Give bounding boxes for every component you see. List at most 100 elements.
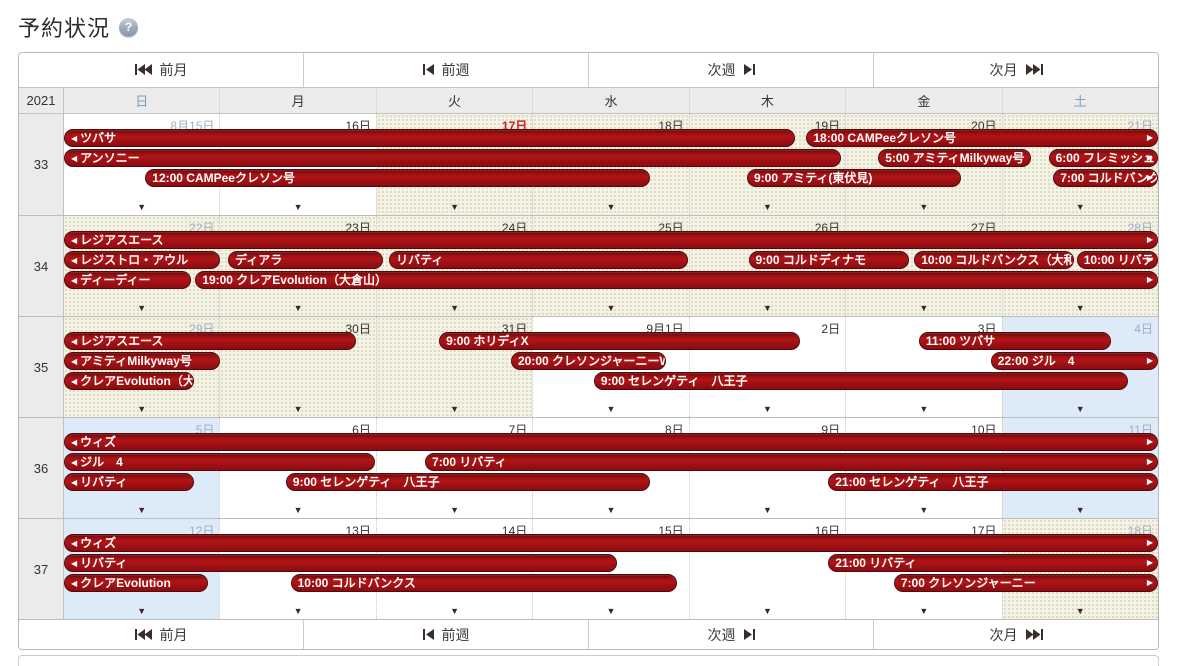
continues-right-icon: ▶ (1146, 538, 1153, 547)
reservation-bar[interactable]: 7:00 コルドバンク ▶ (1053, 169, 1158, 187)
continues-left-icon: ◀ (71, 579, 78, 588)
reservation-bar[interactable]: ◀ レジアスエース ▶ (64, 231, 1158, 249)
skip-fwd-month-icon (1025, 62, 1043, 78)
continues-right-icon: ▶ (1146, 578, 1153, 587)
reservation-bar[interactable]: リバティ (389, 251, 688, 269)
more-items-marker[interactable]: ▼ (450, 505, 460, 515)
reservation-bar[interactable]: ◀ ウィズ ▶ (64, 534, 1158, 552)
help-icon[interactable]: ? (119, 17, 139, 37)
reservation-bar[interactable]: ◀ ジル 4 (64, 453, 375, 471)
more-items-marker[interactable]: ▼ (762, 505, 772, 515)
reservation-bar[interactable]: 11:00 ツバサ (918, 332, 1112, 350)
reservation-bar[interactable]: ◀ レジアスエース (64, 332, 357, 350)
reservation-bar[interactable]: 9:00 アミティ(東伏見) (746, 169, 962, 187)
more-items-marker[interactable]: ▼ (919, 202, 929, 212)
reservation-bar[interactable]: ◀ リバティ (64, 554, 618, 572)
reservation-bar[interactable]: ◀ アミティMilkyway号 (64, 352, 221, 370)
more-items-marker[interactable]: ▼ (293, 505, 303, 515)
reservation-bar[interactable]: ◀ ウィズ ▶ (64, 433, 1158, 451)
reservation-bar-label: 18:00 CAMPeeクレソン号 (813, 131, 957, 145)
more-items-marker[interactable]: ▼ (919, 505, 929, 515)
reservation-bar-label: ウィズ (80, 435, 117, 449)
more-items-marker[interactable]: ▼ (1075, 404, 1085, 414)
reservation-bar[interactable]: 18:00 CAMPeeクレソン号 ▶ (806, 129, 1158, 147)
more-items-marker[interactable]: ▼ (450, 303, 460, 313)
reservation-bar[interactable]: 5:00 アミティMilkyway号 (878, 149, 1032, 167)
next-month-button[interactable]: 次月 (873, 53, 1158, 87)
reservation-bar[interactable]: 7:00 クレソンジャーニー ▶ (893, 574, 1158, 592)
reservation-bar-label: 10:00 リバテ (1083, 253, 1154, 267)
reservation-bar[interactable]: 21:00 リバティ ▶ (828, 554, 1158, 572)
next-week-button[interactable]: 次週 (588, 53, 873, 87)
more-items-marker[interactable]: ▼ (1075, 303, 1085, 313)
prev-week-label: 前週 (441, 626, 470, 643)
more-items-marker[interactable]: ▼ (762, 606, 772, 616)
more-items-marker[interactable]: ▼ (137, 606, 147, 616)
next-month-button-bottom[interactable]: 次月 (873, 620, 1158, 649)
more-items-marker[interactable]: ▼ (1075, 606, 1085, 616)
more-items-marker[interactable]: ▼ (606, 505, 616, 515)
reservation-bar[interactable]: 20:00 クレソンジャーニーW (510, 352, 666, 370)
reservation-bar[interactable]: 12:00 CAMPeeクレソン号 (145, 169, 651, 187)
more-items-marker[interactable]: ▼ (450, 202, 460, 212)
more-items-marker[interactable]: ▼ (919, 404, 929, 414)
next-month-label: 次月 (989, 62, 1018, 78)
reservation-bar[interactable]: ◀ ディーディー (64, 271, 191, 289)
more-items-marker[interactable]: ▼ (137, 505, 147, 515)
reservation-bar[interactable]: 10:00 コルドバンクス (290, 574, 677, 592)
reservation-bar[interactable]: ◀ クレアEvolution (64, 574, 208, 592)
more-items-marker[interactable]: ▼ (1075, 202, 1085, 212)
reservation-bar[interactable]: 9:00 ホリディX (439, 332, 801, 350)
more-items-marker[interactable]: ▼ (293, 404, 303, 414)
reservation-bar[interactable]: 9:00 セレンゲティ 八王子 (593, 372, 1129, 390)
day-date-label: 2日 (821, 322, 841, 336)
prev-month-button[interactable]: 前月 (19, 53, 303, 87)
reservation-bar[interactable]: ◀ リバティ (64, 473, 194, 491)
more-items-marker[interactable]: ▼ (762, 404, 772, 414)
reservation-bar-label: 9:00 セレンゲティ 八王子 (600, 374, 748, 388)
reservation-bar[interactable]: 9:00 セレンゲティ 八王子 (285, 473, 651, 491)
more-items-marker[interactable]: ▼ (293, 202, 303, 212)
more-items-marker[interactable]: ▼ (1075, 505, 1085, 515)
reservation-bar[interactable]: ◀ レジストロ・アウル (64, 251, 221, 269)
continues-left-icon: ◀ (71, 478, 78, 487)
reservation-bar[interactable]: ディアラ (228, 251, 383, 269)
more-items-marker[interactable]: ▼ (293, 606, 303, 616)
reservation-bar[interactable]: 10:00 コルドバンクス（大和 (914, 251, 1074, 269)
more-items-marker[interactable]: ▼ (137, 303, 147, 313)
more-items-marker[interactable]: ▼ (606, 606, 616, 616)
reservation-bar[interactable]: ◀ ツバサ (64, 129, 796, 147)
lower-panel (18, 655, 1159, 666)
reservation-bar[interactable]: 10:00 リバテ ▶ (1076, 251, 1158, 269)
more-items-marker[interactable]: ▼ (137, 202, 147, 212)
more-items-marker[interactable]: ▼ (450, 606, 460, 616)
more-items-marker[interactable]: ▼ (450, 404, 460, 414)
more-items-marker[interactable]: ▼ (606, 303, 616, 313)
more-items-marker[interactable]: ▼ (762, 202, 772, 212)
continues-right-icon: ▶ (1146, 457, 1153, 466)
more-items-marker[interactable]: ▼ (137, 404, 147, 414)
more-items-marker[interactable]: ▼ (919, 606, 929, 616)
more-items-marker[interactable]: ▼ (293, 303, 303, 313)
reservation-bar[interactable]: 6:00 フレミッシュ ▶ (1048, 149, 1158, 167)
more-items-marker[interactable]: ▼ (919, 303, 929, 313)
continues-right-icon: ▶ (1146, 235, 1153, 244)
next-week-button-bottom[interactable]: 次週 (588, 620, 873, 649)
reservation-bar[interactable]: 21:00 セレンゲティ 八王子 ▶ (828, 473, 1158, 491)
more-items-marker[interactable]: ▼ (606, 202, 616, 212)
week-number: 33 (19, 114, 64, 215)
weekday-header-wed: 水 (532, 88, 688, 113)
reservation-bar[interactable]: ◀ クレアEvolution（大 (64, 372, 194, 390)
prev-week-button[interactable]: 前週 (303, 53, 588, 87)
reservation-bar[interactable]: 22:00 ジル 4 ▶ (990, 352, 1158, 370)
reservation-bar[interactable]: 7:00 リバティ ▶ (425, 453, 1158, 471)
reservation-bar-label: ジル 4 (80, 455, 123, 469)
reservation-bar-label: 12:00 CAMPeeクレソン号 (152, 171, 295, 185)
reservation-bar[interactable]: 9:00 コルドディナモ (748, 251, 910, 269)
more-items-marker[interactable]: ▼ (762, 303, 772, 313)
more-items-marker[interactable]: ▼ (606, 404, 616, 414)
reservation-bar[interactable]: 19:00 クレアEvolution（大倉山） ▶ (195, 271, 1158, 289)
prev-month-button-bottom[interactable]: 前月 (19, 620, 303, 649)
prev-week-button-bottom[interactable]: 前週 (303, 620, 588, 649)
reservation-bar[interactable]: ◀ アンソニー (64, 149, 841, 167)
